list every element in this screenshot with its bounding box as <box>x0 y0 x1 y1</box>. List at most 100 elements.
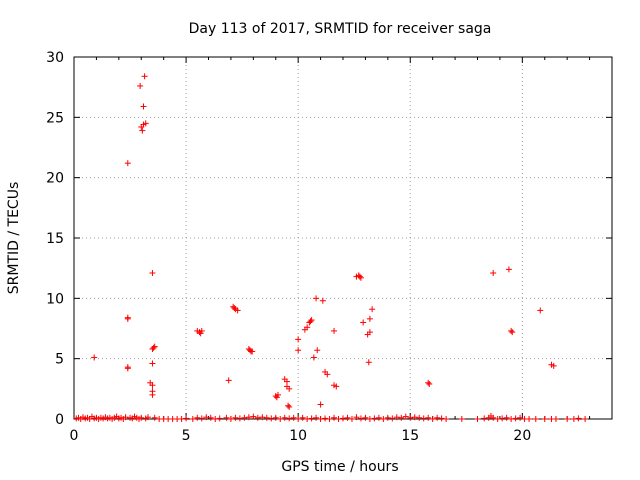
data-point <box>517 414 524 421</box>
data-point <box>313 414 320 421</box>
data-point <box>384 414 391 421</box>
data-point <box>426 381 433 388</box>
data-point <box>532 416 539 422</box>
data-point <box>564 416 571 422</box>
data-point <box>420 415 427 422</box>
x-tick-label: 10 <box>289 428 307 444</box>
data-point <box>509 329 516 336</box>
data-point <box>304 324 311 331</box>
data-point <box>140 103 147 110</box>
y-tick-label: 0 <box>55 412 64 428</box>
data-point <box>366 416 373 422</box>
chart-title: Day 113 of 2017, SRMTID for receiver sag… <box>189 21 492 37</box>
data-point <box>149 360 156 367</box>
data-point <box>389 415 396 422</box>
data-point <box>398 414 405 421</box>
data-point <box>319 297 326 304</box>
data-point <box>295 336 302 343</box>
data-point <box>250 413 257 420</box>
data-point <box>443 416 450 422</box>
data-point <box>286 385 293 392</box>
data-point <box>317 416 324 422</box>
data-point <box>212 416 219 422</box>
data-point <box>122 414 129 421</box>
data-point <box>268 415 275 422</box>
data-point <box>425 414 432 421</box>
data-point <box>151 343 158 350</box>
data-point <box>313 295 320 302</box>
data-point <box>231 304 238 311</box>
data-point <box>281 414 288 421</box>
data-point <box>263 414 270 421</box>
grid-lines <box>74 57 612 419</box>
data-point <box>124 160 131 167</box>
data-point <box>411 414 418 421</box>
data-point <box>402 413 409 420</box>
data-point <box>285 402 292 409</box>
data-point <box>366 329 373 336</box>
data-point <box>357 415 364 422</box>
data-point <box>375 414 382 421</box>
data-point <box>259 414 266 421</box>
data-point <box>331 414 338 421</box>
data-point <box>197 330 204 337</box>
data-point <box>232 414 239 421</box>
data-point <box>223 414 230 421</box>
data-point <box>425 379 432 386</box>
data-point <box>362 414 369 421</box>
y-tick-label: 20 <box>46 171 64 187</box>
data-point <box>434 414 441 421</box>
data-point <box>582 416 589 422</box>
data-point <box>505 266 512 273</box>
x-tick-label: 20 <box>513 428 531 444</box>
data-point <box>360 319 367 326</box>
data-point <box>474 416 481 422</box>
data-point <box>295 416 302 422</box>
x-axis-label: GPS time / hours <box>281 459 398 475</box>
axis-ticks: 0 5 10 15 20 0 5 10 15 20 25 30 <box>46 50 612 444</box>
data-point <box>286 403 293 410</box>
data-point <box>216 415 223 422</box>
data-point <box>380 416 387 422</box>
data-points <box>73 73 589 422</box>
data-point <box>290 414 297 421</box>
data-point <box>295 347 302 354</box>
data-point <box>552 416 559 422</box>
data-point <box>310 354 317 361</box>
data-point <box>416 414 423 421</box>
data-point <box>333 383 340 390</box>
data-point <box>490 269 497 276</box>
data-point <box>326 416 333 422</box>
data-point <box>194 414 201 421</box>
data-point <box>322 415 329 422</box>
data-point <box>575 415 582 422</box>
data-point <box>249 348 256 355</box>
data-point <box>429 416 436 422</box>
data-point <box>550 362 557 369</box>
y-tick-label: 10 <box>46 291 64 307</box>
data-point <box>272 414 279 421</box>
data-point <box>508 416 515 422</box>
data-point <box>245 414 252 421</box>
data-point <box>149 391 156 398</box>
data-point <box>124 365 131 372</box>
data-point <box>499 415 506 422</box>
data-point <box>438 415 445 422</box>
data-point <box>307 318 314 325</box>
data-point <box>198 415 205 422</box>
data-point <box>541 416 548 422</box>
data-point <box>286 415 293 422</box>
data-point <box>225 377 232 384</box>
y-tick-label: 15 <box>46 231 64 247</box>
data-point <box>304 416 311 422</box>
x-tick-label: 0 <box>70 428 79 444</box>
data-point <box>178 416 185 422</box>
data-point <box>149 269 156 276</box>
y-tick-label: 5 <box>55 352 64 368</box>
data-point <box>537 307 544 314</box>
data-point <box>124 315 131 322</box>
data-point <box>273 394 280 401</box>
data-point <box>481 415 488 422</box>
data-point <box>254 414 261 421</box>
